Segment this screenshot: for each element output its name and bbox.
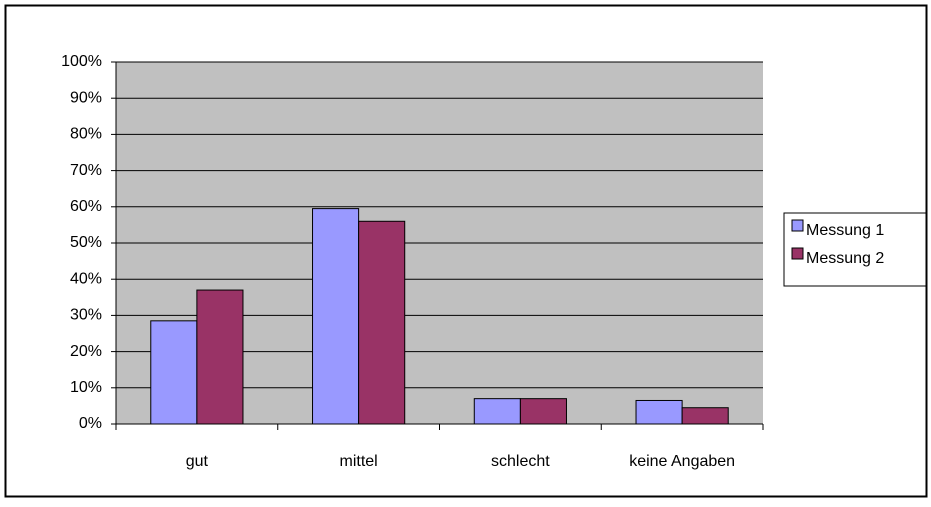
legend-label: Messung 1: [806, 222, 884, 239]
bar: [312, 208, 360, 425]
x-tick-label: keine Angaben: [629, 453, 735, 470]
legend-label: Messung 2: [806, 250, 884, 267]
bar: [150, 320, 198, 425]
bar: [473, 398, 521, 425]
x-tick-label: mittel: [340, 453, 378, 470]
x-tick-label: schlecht: [491, 453, 550, 470]
y-tick-label: 50%: [70, 234, 102, 251]
bar: [196, 289, 244, 425]
y-tick-label: 80%: [70, 126, 102, 143]
y-tick-label: 60%: [70, 198, 102, 215]
y-tick-label: 70%: [70, 162, 102, 179]
bar: [681, 407, 729, 425]
x-tick-label: gut: [186, 453, 209, 470]
legend-box: [783, 212, 927, 287]
y-tick-label: 40%: [70, 270, 102, 287]
y-tick-label: 20%: [70, 343, 102, 360]
legend-swatch: [791, 219, 804, 232]
y-tick-label: 30%: [70, 307, 102, 324]
bar: [358, 220, 406, 425]
y-tick-label: 0%: [79, 415, 102, 432]
y-tick-label: 90%: [70, 89, 102, 106]
bar: [519, 398, 567, 425]
bar: [635, 399, 683, 425]
y-tick-label: 100%: [61, 53, 102, 70]
y-tick-label: 10%: [70, 379, 102, 396]
legend-swatch: [791, 247, 804, 260]
